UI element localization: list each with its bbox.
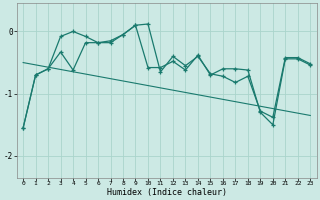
X-axis label: Humidex (Indice chaleur): Humidex (Indice chaleur)	[107, 188, 227, 197]
